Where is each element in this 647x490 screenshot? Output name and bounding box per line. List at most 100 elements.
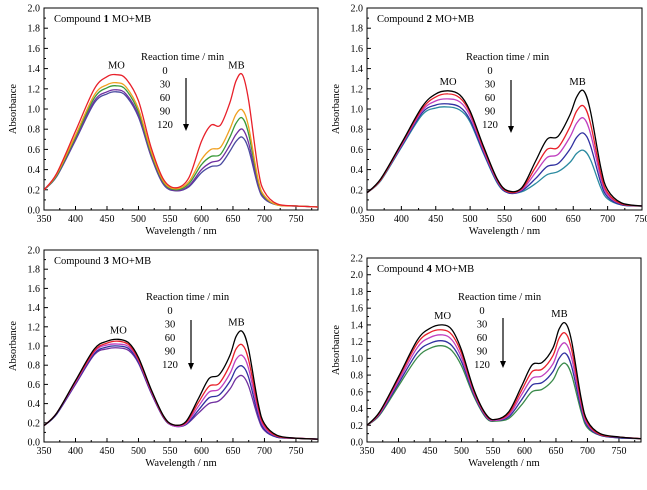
y-tick-label: 1.6	[28, 44, 41, 55]
y-tick-label: 0.0	[28, 206, 41, 217]
y-tick-label: 1.4	[28, 64, 41, 75]
y-tick-label: 0.8	[351, 371, 364, 382]
y-tick-label: 0.8	[28, 125, 41, 136]
x-tick-label: 400	[68, 214, 83, 225]
x-tick-label: 450	[428, 214, 443, 225]
y-tick-label: 0.0	[351, 438, 364, 449]
legend-entry: 60	[160, 93, 171, 104]
y-tick-label: 1.2	[28, 322, 41, 333]
x-tick-label: 350	[360, 214, 375, 225]
series-line-2	[367, 93, 642, 207]
legend-entry: 60	[165, 333, 176, 344]
chart-panel-3: 0.0 0.2 0.4 0.6 0.8 1.0 1.2 1.4 1.6 1.8 2.0 350 400 4…	[8, 246, 319, 469]
x-tick-label: 750	[288, 446, 303, 457]
panel-title: Compound 4 MO+MB	[377, 264, 474, 275]
y-tick-label: 0.4	[28, 165, 41, 176]
x-tick-label: 700	[257, 214, 272, 225]
x-tick-label: 350	[37, 446, 52, 457]
legend-entry: 120	[162, 360, 178, 371]
x-tick-label: 600	[517, 446, 532, 457]
series-line-2	[367, 329, 641, 440]
series-line-1	[44, 72, 318, 208]
y-tick-label: 0.0	[28, 438, 41, 449]
y-tick-label: 1.0	[351, 105, 364, 116]
x-tick-label: 450	[422, 446, 437, 457]
series-group	[367, 89, 642, 207]
x-tick-label: 650	[225, 214, 240, 225]
y-tick-label: 0.4	[28, 399, 41, 410]
y-tick-label: 0.2	[351, 185, 364, 196]
legend-arrow-head	[500, 361, 506, 368]
y-tick-label: 2.2	[351, 254, 364, 265]
panel-title-prefix: Compound	[54, 14, 101, 25]
annotation-mb: MB	[228, 318, 244, 329]
x-tick-label: 550	[485, 446, 500, 457]
series-line-4	[367, 340, 641, 440]
y-tick-label: 1.2	[351, 337, 364, 348]
panel-title-number: 4	[427, 264, 433, 275]
annotation-mo: MO	[440, 77, 457, 88]
x-axis-label: Wavelength / nm	[145, 226, 216, 237]
legend-entry: 30	[160, 80, 171, 91]
legend-entry: 120	[157, 120, 173, 131]
y-tick-label: 1.0	[28, 342, 41, 353]
series-group	[367, 321, 641, 440]
annotation-mo: MO	[434, 311, 451, 322]
x-axis-label: Wavelength / nm	[145, 458, 216, 469]
legend-entry: 90	[477, 347, 488, 358]
x-tick-label: 750	[635, 214, 647, 225]
legend-entry: 90	[485, 107, 496, 118]
legend-title: Reaction time / min	[141, 52, 225, 63]
legend-entry: 30	[485, 80, 496, 91]
x-tick-label: 700	[257, 446, 272, 457]
y-tick-label: 0.8	[28, 361, 41, 372]
y-tick-label: 1.4	[351, 320, 364, 331]
y-tick-label: 0.6	[351, 387, 364, 398]
panel-title-suffix: MO+MB	[112, 14, 151, 25]
x-tick-label: 700	[580, 446, 595, 457]
y-tick-label: 1.6	[351, 44, 364, 55]
x-tick-label: 650	[548, 446, 563, 457]
legend-title: Reaction time / min	[466, 52, 550, 63]
series-group	[44, 72, 318, 208]
y-tick-label: 0.6	[28, 145, 41, 156]
x-axis-label: Wavelength / nm	[468, 458, 539, 469]
panel-title-prefix: Compound	[54, 256, 101, 267]
y-axis-label: Absorbance	[8, 321, 19, 371]
annotation-mo: MO	[108, 61, 125, 72]
panel-title-number: 1	[104, 14, 109, 25]
legend-arrow-head	[183, 124, 189, 131]
y-tick-label: 2.0	[28, 246, 41, 257]
series-line-2	[44, 340, 318, 440]
legend-entry: 0	[487, 66, 492, 77]
y-tick-label: 1.0	[351, 354, 364, 365]
series-line-5	[367, 345, 641, 440]
x-tick-label: 600	[531, 214, 546, 225]
series-line-4	[367, 103, 642, 207]
y-tick-label: 1.4	[28, 303, 41, 314]
series-line-3	[367, 334, 641, 440]
y-tick-label: 0.8	[351, 125, 364, 136]
legend-entry: 60	[485, 93, 496, 104]
y-tick-label: 1.2	[351, 84, 364, 95]
y-tick-label: 0.0	[351, 206, 364, 217]
series-line-4	[44, 345, 318, 440]
legend-entry: 0	[162, 66, 167, 77]
panel-title: Compound 1 MO+MB	[54, 14, 151, 25]
chart-panel-4: 0.0 0.2 0.4 0.6 0.8 1.0 1.2 1.4 1.6 1.8 2.0 2.2 350 4…	[331, 254, 642, 469]
y-tick-label: 1.0	[28, 105, 41, 116]
y-tick-label: 1.8	[28, 24, 41, 35]
x-tick-label: 450	[99, 446, 114, 457]
x-tick-label: 500	[131, 214, 146, 225]
x-tick-label: 450	[99, 214, 114, 225]
y-tick-label: 1.4	[351, 64, 364, 75]
legend-entry: 30	[477, 320, 488, 331]
series-line-1	[367, 89, 642, 207]
annotation-mo: MO	[110, 325, 127, 336]
legend-entry: 120	[482, 120, 498, 131]
y-tick-label: 0.2	[351, 421, 364, 432]
x-tick-label: 550	[497, 214, 512, 225]
y-tick-label: 1.2	[28, 84, 41, 95]
panel-title-prefix: Compound	[377, 264, 424, 275]
series-line-5	[367, 106, 642, 207]
